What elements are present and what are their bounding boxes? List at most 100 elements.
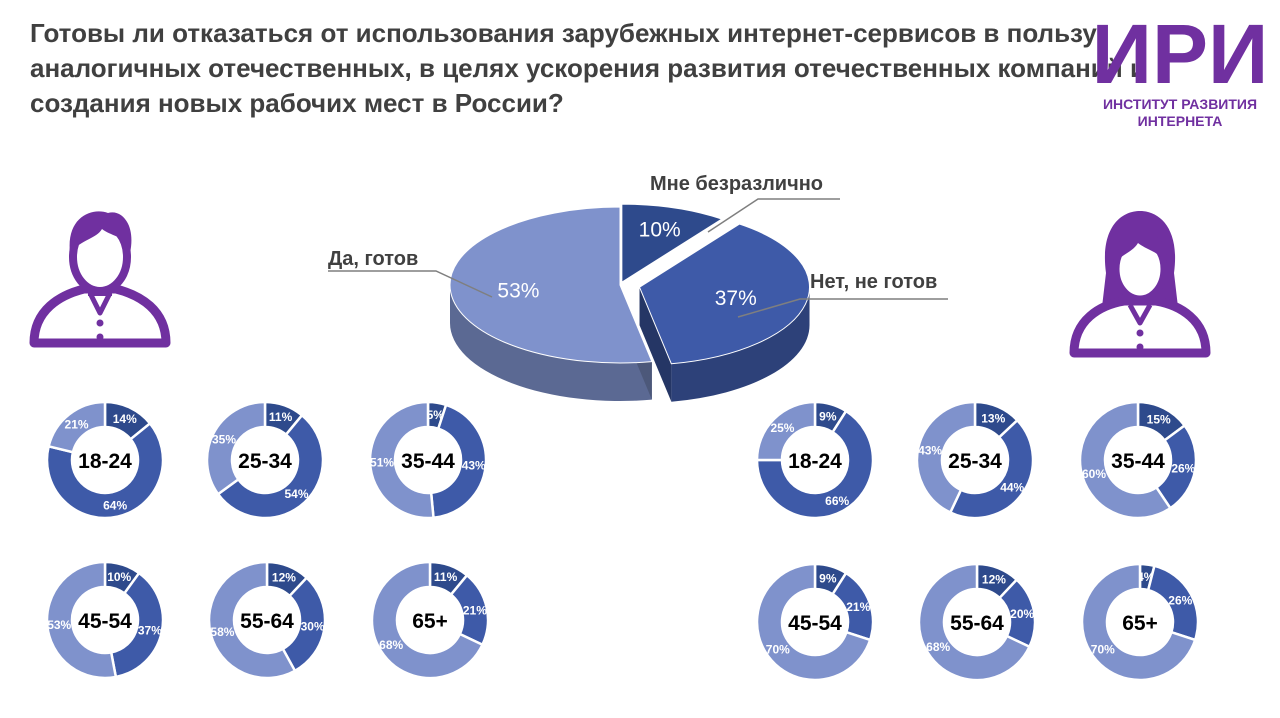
pie-side	[671, 287, 810, 402]
donut-age-label: 25-34	[948, 450, 1002, 473]
donut-value-label: 21%	[65, 417, 89, 431]
donut-age-label: 65+	[412, 610, 448, 633]
donut-segment	[45, 421, 165, 520]
donut-value-label: 9%	[819, 571, 837, 585]
donut-value-label: 68%	[379, 638, 403, 652]
donut-segment	[216, 413, 325, 520]
donut-value-label: 10%	[107, 570, 131, 584]
donut-value-label: 44%	[1000, 481, 1024, 495]
donut-age-label: 45-54	[78, 610, 132, 633]
donut-value-label: 20%	[1010, 607, 1034, 621]
donut-value-label: 66%	[825, 494, 849, 508]
title-line: Готовы ли отказаться от использования за…	[30, 18, 1097, 48]
donut-male-35-44: 5% 43% 51% 35-44	[368, 400, 488, 520]
donut-age-label: 18-24	[78, 450, 132, 473]
page-title: Готовы ли отказаться от использования за…	[30, 16, 1146, 121]
donut-value-label: 25%	[770, 421, 794, 435]
donut-age-label: 55-64	[950, 612, 1004, 635]
donut-value-label: 58%	[210, 625, 234, 639]
donut-value-label: 54%	[284, 487, 308, 501]
pie-slice-мне-безразлично	[621, 203, 723, 284]
logo-mark: ИРИ	[1091, 7, 1269, 101]
donut-male-55-64: 12% 30% 58% 55-64	[207, 560, 327, 680]
donut-age-label: 18-24	[788, 450, 842, 473]
donut-female-25-34: 13% 44% 43% 25-34	[915, 400, 1035, 520]
donut-value-label: 70%	[1091, 643, 1115, 657]
donut-value-label: 37%	[138, 624, 162, 638]
donut-male-65+: 11% 21% 68% 65+	[370, 560, 490, 680]
donut-segment	[915, 400, 977, 515]
donut-segment	[429, 403, 488, 520]
donut-value-label: 21%	[846, 600, 870, 614]
donut-value-label: 5%	[427, 408, 445, 422]
donut-male-45-54: 10% 37% 53% 45-54	[45, 560, 165, 680]
donut-value-label: 53%	[47, 618, 71, 632]
logo-subtitle-line: ИНТЕРНЕТА	[1137, 113, 1223, 129]
donut-female-18-24: 9% 66% 25% 18-24	[755, 400, 875, 520]
donut-female-35-44: 15% 26% 60% 35-44	[1078, 400, 1198, 520]
donut-segment	[917, 562, 1032, 682]
donut-female-55-64: 12% 20% 68%55-64	[917, 562, 1037, 682]
donut-male-25-34: 11% 54% 35%25-34	[205, 400, 325, 520]
main-pie-chart: 10% 37% 53% Мне безразлично Нет, не готов Да,…	[328, 173, 948, 402]
donut-segment	[755, 409, 875, 520]
donut-segment	[109, 571, 165, 679]
pie-category-label: Да, готов	[328, 248, 418, 270]
donut-segment	[45, 560, 118, 680]
pie-slice-да-готов	[449, 206, 653, 364]
iri-logo: ИРИ ИНСТИТУТ РАЗВИТИЯ ИНТЕРНЕТА	[1090, 12, 1270, 138]
donut-value-label: 64%	[103, 498, 127, 512]
donut-age-label: 35-44	[401, 450, 455, 473]
donut-segment	[370, 560, 485, 680]
title-line: создания новых рабочих мест в России?	[30, 88, 564, 118]
donut-value-label: 9%	[819, 409, 837, 423]
donut-value-label: 12%	[272, 571, 296, 585]
donut-value-label: 26%	[1168, 593, 1192, 607]
donut-segment	[281, 575, 327, 673]
donut-value-label: 21%	[463, 603, 487, 617]
female-user-icon	[1069, 211, 1211, 358]
callout-line	[707, 198, 840, 233]
pie-category-label: Мне безразлично	[650, 173, 823, 195]
donut-value-label: 14%	[113, 412, 137, 426]
donut-age-label: 35-44	[1111, 450, 1165, 473]
donut-value-label: 15%	[1147, 412, 1171, 426]
donut-segment	[1078, 400, 1173, 520]
pie-value-label: 53%	[497, 279, 539, 302]
donut-female-65+: 4%26%70%65+	[1080, 562, 1200, 682]
donut-segment	[205, 400, 267, 496]
donut-segment	[755, 400, 817, 462]
donut-value-label: 70%	[766, 643, 790, 657]
donut-value-label: 35%	[212, 433, 236, 447]
donut-segment	[368, 400, 435, 520]
callout-line	[328, 270, 493, 298]
pie-side	[450, 285, 652, 401]
callout-line	[737, 298, 948, 318]
donut-age-label: 45-54	[788, 612, 842, 635]
donut-value-label: 30%	[301, 619, 325, 633]
pie-value-label: 10%	[639, 219, 681, 242]
donut-age-label: 25-34	[238, 450, 292, 473]
donut-segment	[948, 418, 1035, 520]
donut-value-label: 43%	[462, 459, 486, 473]
pie-slice-нет-не-готов	[638, 223, 811, 365]
logo-subtitle-line: ИНСТИТУТ РАЗВИТИЯ	[1102, 96, 1258, 112]
logo-subtitle: ИНСТИТУТ РАЗВИТИЯ ИНТЕРНЕТА	[1090, 96, 1270, 130]
male-user-icon	[29, 211, 171, 348]
pie-value-label: 37%	[715, 287, 757, 310]
pie-cut-face	[639, 287, 672, 402]
donut-value-label: 68%	[926, 640, 950, 654]
donut-value-label: 43%	[918, 443, 942, 457]
donut-value-label: 12%	[982, 573, 1006, 587]
donut-value-label: 51%	[370, 456, 394, 470]
donut-segment	[1080, 562, 1197, 682]
donut-segment	[207, 560, 297, 680]
donut-segment	[47, 400, 107, 454]
donut-value-label: 60%	[1082, 467, 1106, 481]
donut-female-45-54: 9% 21% 70% 45-54	[755, 562, 875, 682]
donut-value-label: 11%	[269, 410, 293, 424]
title-line: аналогичных отечественных, в целях ускор…	[30, 53, 1146, 83]
pie-category-label: Нет, не готов	[810, 271, 937, 293]
